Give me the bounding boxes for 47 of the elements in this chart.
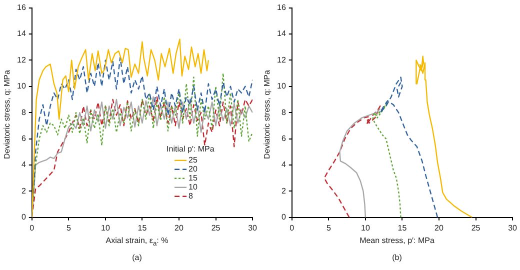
x-tick-label: 10 [360, 223, 370, 232]
y-axis-title: Deviatoric stress, q: MPa [262, 69, 272, 161]
y-tick-label: 10 [16, 82, 26, 91]
line-series [372, 102, 402, 218]
y-tick-label: 12 [276, 55, 286, 64]
y-tick-label: 0 [281, 212, 286, 222]
y-tick-label: 6 [21, 134, 26, 144]
x-axis-title: Axial strain, ε$_{a}$: % [104, 236, 170, 248]
text: (a) [131, 253, 143, 262]
x-tick-label: 30 [508, 223, 518, 232]
y-tick-label: 14 [16, 29, 26, 38]
x-tick-label: 0 [30, 223, 35, 232]
y-tick-label: 8 [281, 108, 286, 117]
y-tick-label: 4 [281, 160, 286, 170]
y-tick-label: 10 [276, 82, 286, 91]
x-tick-label: 5 [66, 223, 72, 232]
x-tick-label: 20 [434, 223, 444, 232]
x-tick-label: 10 [100, 223, 110, 232]
y-tick-label: 0 [21, 212, 26, 222]
line-series [324, 105, 381, 218]
x-tick-label: 0 [290, 223, 295, 232]
text: (b) [391, 253, 403, 262]
legend-title: Initial p′: MPa [166, 144, 215, 154]
legend-label: 20 [188, 164, 198, 174]
y-axis-title: Deviatoric stress, q: MPa [2, 69, 12, 161]
legend-label: 8 [188, 192, 194, 201]
y-tick-label: 16 [16, 3, 26, 12]
x-tick-label: 15 [138, 223, 148, 232]
x-tick-label: 5 [326, 223, 332, 232]
x-tick-label: 15 [398, 223, 408, 232]
y-tick-label: 2 [21, 186, 26, 196]
x-tick-label: 25 [471, 223, 481, 232]
y-tick-label: 16 [276, 3, 286, 12]
y-tick-label: 14 [276, 29, 286, 38]
legend-label: 15 [188, 174, 198, 183]
y-tick-label: 8 [21, 108, 26, 117]
y-tick-label: 12 [16, 55, 26, 64]
y-tick-label: 6 [281, 134, 286, 144]
line-series [380, 76, 438, 218]
x-axis-title: Mean stress, p′: MPa [358, 236, 436, 245]
y-tick-label: 2 [281, 186, 286, 196]
legend-label: 10 [188, 182, 198, 192]
legend-label: 25 [188, 156, 198, 165]
x-tick-label: 20 [174, 223, 184, 232]
x-tick-label: 25 [211, 223, 221, 232]
y-tick-label: 4 [21, 160, 26, 170]
x-tick-label: 30 [248, 223, 258, 232]
